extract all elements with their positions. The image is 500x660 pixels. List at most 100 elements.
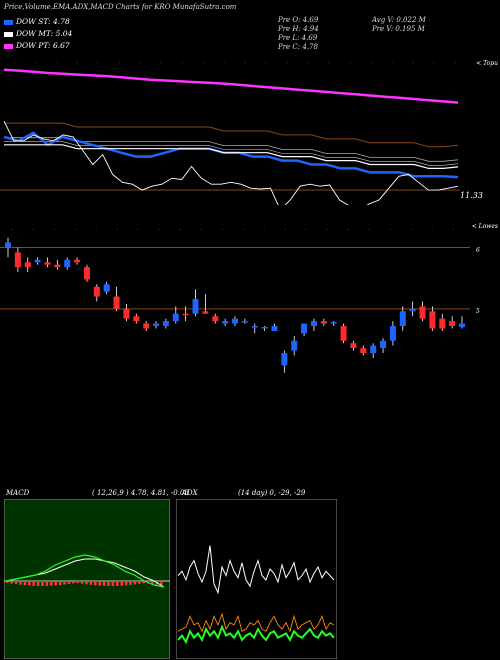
ema-tick-mark: ·	[265, 60, 267, 66]
macd-histogram-bar	[23, 581, 27, 586]
candle-tick-mark: ·	[368, 227, 370, 233]
candle-body	[64, 259, 71, 268]
macd-histogram-bar	[14, 581, 18, 585]
ema-tick-mark: ·	[349, 60, 351, 66]
prev-volume: Pre V: 0.195 M	[372, 25, 425, 33]
candle-tick-mark: ·	[410, 227, 412, 233]
candle-tick-mark: ·	[137, 227, 139, 233]
chart-title: Price,Volume,EMA,ADX,MACD Charts for KRO…	[4, 3, 237, 11]
candle-body	[182, 313, 189, 316]
candle-body	[380, 340, 387, 349]
candle-tick-mark: ·	[431, 227, 433, 233]
candle-body	[340, 326, 347, 341]
adx-panel	[176, 499, 337, 659]
macd-line	[5, 554, 165, 588]
candle-body	[93, 286, 100, 297]
ema-tick-mark: ·	[202, 60, 204, 66]
candle-body	[449, 321, 456, 327]
candle-body	[439, 318, 446, 329]
macd-histogram-bar	[85, 581, 88, 585]
macd-histogram-bar	[63, 581, 66, 585]
candle-body	[143, 323, 150, 329]
candle-body	[429, 311, 436, 329]
macd-panel	[4, 499, 170, 659]
macd-histogram-bar	[116, 581, 119, 586]
candle-tick-mark: ·	[347, 227, 349, 233]
avg-volume: Avg V: 0.022 M	[372, 16, 426, 24]
candle-tick-mark: ·	[95, 227, 97, 233]
macd-label: MACD	[6, 489, 30, 497]
candle-body	[34, 259, 41, 263]
candle-tick-mark: ·	[200, 227, 202, 233]
candle-body	[103, 284, 110, 292]
macd-histogram-bar	[76, 581, 79, 584]
candle-body	[399, 311, 406, 327]
candle-tick-mark: ·	[242, 227, 244, 233]
legend-dow-st: DOW ST: 4.78	[4, 17, 70, 26]
candle-body	[153, 323, 160, 327]
ema-tick-mark: ·	[34, 60, 36, 66]
ema-tick-mark: ·	[244, 60, 246, 66]
candle-body	[241, 321, 248, 323]
ema-tick-mark: ·	[412, 60, 414, 66]
macd-histogram-bar	[129, 581, 132, 585]
adx-di-line	[177, 545, 335, 595]
candle-tick-mark: ·	[158, 227, 160, 233]
candle-body	[320, 321, 327, 324]
ema-right-label: < Topu	[476, 60, 498, 67]
candle-tick-mark: ·	[284, 227, 286, 233]
candle-panel: · · · · · · · · · · · · · · · · · · · · · ·	[0, 227, 470, 373]
ema-tick-mark: ·	[433, 60, 435, 66]
macd-histogram-bar	[160, 581, 163, 585]
candle-body	[162, 321, 169, 327]
macd-histogram-bar	[32, 581, 35, 586]
ema-tick-mark: ·	[97, 60, 99, 66]
adx-label: ADX	[182, 489, 198, 497]
candle-body	[330, 322, 337, 324]
candle-body	[301, 323, 308, 334]
macd-histogram-bar	[120, 581, 123, 586]
candle-tick-mark: ·	[263, 227, 265, 233]
ohlc-high: Pre H: 4.94	[278, 25, 319, 33]
adx-line	[177, 624, 335, 645]
macd-histogram-bar	[54, 581, 57, 586]
ema-tick-mark: ·	[139, 60, 141, 66]
candle-body	[212, 316, 219, 322]
ema-panel: · · · · · · · · · · · · · · · · · · · · · ·	[0, 60, 460, 205]
macd-histogram-bar	[133, 581, 137, 585]
ema-tick-mark: ·	[160, 60, 162, 66]
macd-histogram-bar	[45, 581, 49, 586]
macd-histogram-bar	[142, 581, 145, 584]
candle-tick-mark: ·	[389, 227, 391, 233]
candle-body	[232, 318, 238, 324]
adx-params: (14 day) 0, -29, -29	[238, 489, 306, 497]
legend-dow-pt: DOW PT: 6.67	[4, 41, 70, 50]
macd-histogram-bar	[107, 581, 110, 586]
macd-histogram-bar	[67, 581, 71, 585]
ema-tick-mark: ·	[307, 60, 309, 66]
ohlc-close: Pre C: 4.78	[278, 43, 318, 51]
candle-body	[202, 311, 209, 314]
macd-params: ( 12,26,9 ) 4.78, 4.81, -0.03	[92, 489, 189, 497]
macd-histogram-bar	[10, 581, 13, 584]
macd-histogram-bar	[94, 581, 97, 586]
candle-tick-mark: ·	[305, 227, 307, 233]
candle-body	[83, 267, 90, 280]
ema-tick-mark: ·	[76, 60, 78, 66]
macd-histogram-bar	[111, 581, 115, 586]
ema-series-dow-st	[3, 131, 459, 179]
ema-tick-mark: ·	[223, 60, 225, 66]
macd-background	[4, 499, 170, 659]
candle-body	[44, 262, 51, 265]
adx-orange-line	[177, 612, 335, 633]
candle-body	[409, 308, 416, 312]
macd-histogram-bar	[98, 581, 101, 586]
candle-tick-mark: ·	[221, 227, 223, 233]
ohlc-open: Pre O: 4.69	[278, 16, 319, 24]
candle-body	[14, 252, 21, 268]
macd-histogram-bar	[50, 581, 53, 586]
candle-body	[350, 343, 357, 349]
candle-body	[54, 264, 61, 268]
ema-tick-mark: ·	[13, 60, 15, 66]
candle-body	[113, 296, 120, 309]
